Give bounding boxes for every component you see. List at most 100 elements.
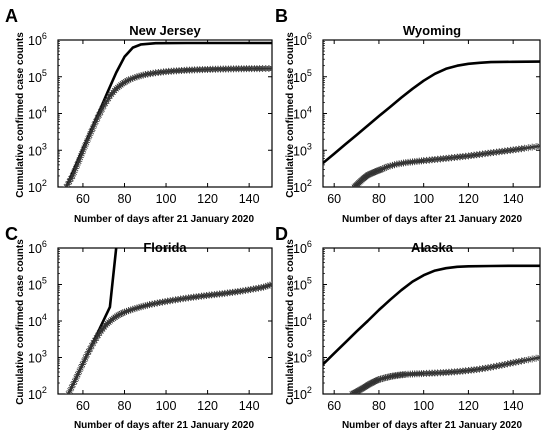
observed-point xyxy=(161,298,169,306)
observed-point xyxy=(498,361,506,369)
observed-point xyxy=(509,146,517,154)
observed-point xyxy=(476,365,484,373)
observed-point xyxy=(118,80,126,88)
observed-point xyxy=(79,146,87,154)
observed-point xyxy=(129,74,137,82)
observed-point xyxy=(169,296,177,304)
observed-point xyxy=(137,303,145,311)
observed-point xyxy=(369,169,377,177)
y-tick-label: 105 xyxy=(293,68,312,85)
observed-point xyxy=(125,307,133,315)
observed-point xyxy=(506,359,514,367)
y-tick-label: 105 xyxy=(28,68,47,85)
y-tick-label: 103 xyxy=(293,141,312,158)
observed-point xyxy=(156,299,164,307)
observed-point xyxy=(260,283,268,291)
observed-point xyxy=(83,138,91,146)
observed-point xyxy=(515,358,523,366)
y-tick-label: 104 xyxy=(28,312,47,329)
x-tick-label: 140 xyxy=(503,399,524,413)
observed-point xyxy=(89,339,97,347)
y-tick-label: 105 xyxy=(28,276,47,293)
panel-letter-d: D xyxy=(275,224,288,244)
observed-point xyxy=(492,362,500,370)
observed-point xyxy=(166,297,174,305)
x-tick-label: 60 xyxy=(76,399,90,413)
observed-point xyxy=(65,177,73,185)
ylabel-d: Cumulative confirmed case counts xyxy=(285,239,296,405)
x-tick-label: 140 xyxy=(503,192,524,206)
x-tick-label: 80 xyxy=(118,192,132,206)
observed-point xyxy=(76,154,84,161)
observed-point xyxy=(143,301,151,309)
observed-point xyxy=(104,94,112,102)
observed-point xyxy=(117,310,125,318)
observed-point xyxy=(125,76,133,84)
observed-point xyxy=(524,144,532,152)
panel-a: A New Jersey Cumulative confirmed case c… xyxy=(5,6,273,225)
observed-point xyxy=(528,355,536,363)
observed-point xyxy=(374,376,382,384)
xlabel-b: Number of days after 21 January 2020 xyxy=(342,214,523,225)
xlabel-c: Number of days after 21 January 2020 xyxy=(74,420,255,431)
observed-point xyxy=(504,360,512,368)
observed-point xyxy=(386,162,394,170)
observed-point xyxy=(129,305,137,313)
observed-point xyxy=(120,79,128,87)
ylabel-b: Cumulative confirmed case counts xyxy=(285,32,296,198)
observed-point xyxy=(103,97,111,105)
observed-point xyxy=(80,357,88,365)
observed-point xyxy=(133,304,141,312)
observed-point xyxy=(133,73,141,81)
observed-point xyxy=(515,145,523,153)
observed-point xyxy=(141,71,149,79)
observed-point xyxy=(487,363,495,371)
plot-area-c: 60 80 100 120 140 102 103 104 105 106 xyxy=(28,239,273,413)
observed-point xyxy=(85,348,93,356)
observed-point xyxy=(123,307,131,315)
observed-point xyxy=(268,281,272,288)
panel-c: C Florida Cumulative confirmed case coun… xyxy=(5,224,273,431)
observed-point xyxy=(69,172,77,180)
observed-point xyxy=(262,282,270,290)
observed-point xyxy=(67,175,75,183)
x-tick-label: 60 xyxy=(76,192,90,206)
observed-point xyxy=(139,302,147,310)
observed-point xyxy=(370,168,378,176)
x-tick-label: 140 xyxy=(239,399,260,413)
observed-point xyxy=(114,311,122,319)
x-tick-label: 120 xyxy=(458,399,479,413)
observed-point xyxy=(379,165,387,173)
observed-point xyxy=(249,285,257,293)
observed-point xyxy=(388,161,396,169)
axes-frame-a xyxy=(57,39,273,188)
x-tick-label: 60 xyxy=(327,399,341,413)
observed-point xyxy=(95,111,103,119)
observed-point xyxy=(68,384,76,392)
observed-point xyxy=(376,166,384,174)
observed-point xyxy=(532,143,540,151)
observed-point xyxy=(512,358,520,366)
y-tick-label: 102 xyxy=(28,178,47,195)
x-tick-label: 140 xyxy=(239,192,260,206)
observed-point xyxy=(71,378,79,386)
observed-point xyxy=(98,105,106,113)
observed-point xyxy=(242,286,250,294)
observed-point xyxy=(257,284,265,292)
y-tick-label: 106 xyxy=(28,31,47,48)
y-tick-label: 104 xyxy=(28,105,47,122)
observed-point xyxy=(174,295,182,303)
observed-point xyxy=(137,72,145,80)
observed-point xyxy=(171,296,179,304)
panel-b: B Wyoming Cumulative confirmed case coun… xyxy=(275,6,541,225)
observed-point xyxy=(153,299,161,307)
observed-point xyxy=(88,342,96,350)
observed-point xyxy=(86,131,94,139)
observed-point xyxy=(520,144,528,152)
observed-point xyxy=(141,302,149,310)
observed-point xyxy=(158,298,166,306)
y-tick-label: 104 xyxy=(293,312,312,329)
observed-point xyxy=(385,373,393,381)
panel-letter-c: C xyxy=(5,224,18,244)
x-tick-label: 80 xyxy=(372,192,386,206)
